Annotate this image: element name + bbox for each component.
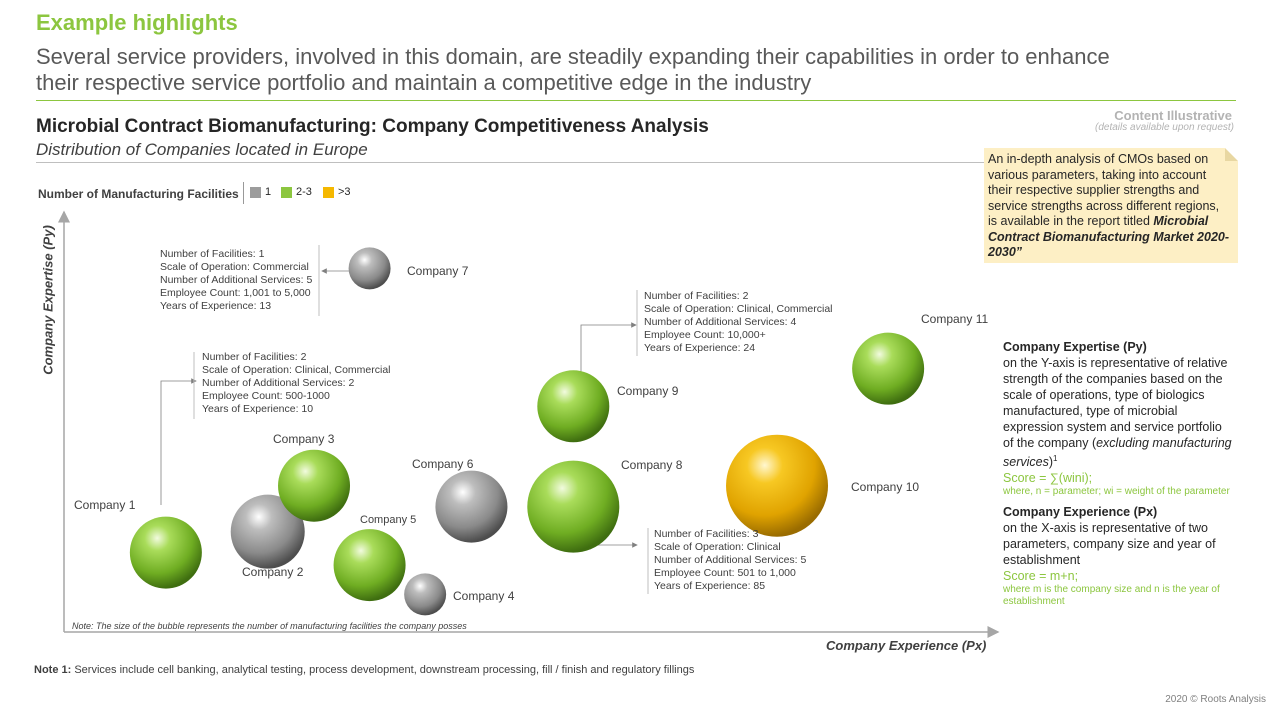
subtitle-line-1: Several service providers, involved in t… [36, 44, 1110, 69]
expertise-title: Company Expertise (Py) [1003, 340, 1147, 354]
annotation-connectors [160, 245, 649, 594]
legend-swatch-2-3 [281, 187, 292, 198]
company-label-9: Company 9 [617, 384, 679, 398]
report-callout: An in-depth analysis of CMOs based on va… [984, 148, 1238, 263]
expertise-footnote-ref: 1 [1053, 454, 1058, 463]
expertise-text: on the Y-axis is representative of relat… [1003, 356, 1228, 450]
legend-label-gt3: >3 [338, 186, 351, 198]
bubble-company-3 [278, 449, 351, 522]
company-label-4: Company 4 [453, 589, 515, 603]
expertise-explanation: Company Expertise (Py) on the Y-axis is … [1003, 339, 1235, 498]
legend-swatch-gt3 [323, 187, 334, 198]
detail-line: Number of Additional Services: 2 [202, 376, 355, 389]
detail-box-company-9: Number of Facilities: 2 Scale of Operati… [644, 290, 833, 355]
company-label-7: Company 7 [407, 264, 469, 278]
detail-line: Scale of Operation: Commercial [160, 260, 309, 273]
copyright: 2020 © Roots Analysis [1165, 694, 1266, 705]
bubble-company-9 [537, 370, 610, 443]
callout-fold-shadow [1225, 148, 1238, 161]
subtitle-line-2: their respective service portfolio and m… [36, 70, 812, 95]
detail-line: Number of Facilities: 1 [160, 248, 265, 260]
detail-box-company-7: Number of Facilities: 1 Scale of Operati… [160, 248, 312, 313]
bubble-company-8 [527, 460, 620, 553]
bubble-company-7 [348, 247, 391, 290]
highlight-title: Example highlights [36, 10, 238, 35]
company-label-1: Company 1 [74, 498, 136, 512]
legend-label-2-3: 2-3 [296, 186, 312, 198]
detail-line: Number of Additional Services: 5 [160, 273, 313, 286]
detail-line: Scale of Operation: Clinical, Commercial [644, 302, 833, 315]
experience-description: on the X-axis is representative of two p… [1003, 521, 1216, 567]
company-label-6: Company 6 [412, 457, 474, 471]
bubble-company-6 [435, 470, 508, 543]
detail-line: Scale of Operation: Clinical [654, 540, 781, 553]
footnote-label: Note 1: [34, 664, 72, 676]
expertise-score-where: where, n = parameter; wi = weight of the… [1003, 486, 1230, 498]
detail-box-company-1: Number of Facilities: 2 Scale of Operati… [202, 351, 391, 416]
expertise-score: Score = ∑(wini); [1003, 471, 1093, 486]
detail-box-company-8: Number of Facilities: 3 Scale of Operati… [654, 528, 806, 593]
detail-line: Years of Experience: 85 [654, 579, 766, 592]
bubble-company-1 [129, 516, 202, 589]
bubble-company-2 [230, 494, 305, 569]
detail-line: Years of Experience: 10 [202, 402, 314, 415]
expertise-close: ) [1048, 455, 1054, 470]
expertise-description: on the Y-axis is representative of relat… [1003, 355, 1235, 470]
company-label-5: Company 5 [360, 514, 417, 526]
x-axis-title: Company Experience (Px) [826, 638, 987, 653]
detail-line: Years of Experience: 13 [160, 299, 272, 312]
legend-separator [243, 182, 244, 204]
chart-subtitle: Distribution of Companies located in Eur… [36, 140, 368, 159]
content-illustrative-note: (details available upon request) [1095, 122, 1234, 133]
detail-line: Employee Count: 501 to 1,000 [654, 566, 796, 579]
detail-line: Employee Count: 500-1000 [202, 389, 330, 402]
bubble-company-11 [852, 332, 925, 405]
bubble-size-note: Note: The size of the bubble represents … [72, 621, 467, 631]
chart-title: Microbial Contract Biomanufacturing: Com… [36, 116, 709, 137]
experience-score: Score = m+n; [1003, 569, 1079, 583]
company-label-2: Company 2 [242, 565, 304, 579]
connector-company-9 [580, 322, 637, 372]
header-divider [36, 100, 1236, 101]
company-label-8: Company 8 [621, 458, 683, 472]
callout-report-title: Microbial Contract Biomanufacturing Mark… [988, 214, 1230, 259]
detail-line: Employee Count: 10,000+ [644, 328, 766, 341]
chart-title-divider [36, 162, 986, 163]
detail-line: Employee Count: 1,001 to 5,000 [160, 286, 311, 299]
experience-score-where: where m is the company size and n is the… [1003, 584, 1220, 607]
bubbles-layer [129, 247, 925, 616]
company-label-10: Company 10 [851, 480, 920, 494]
bubble-company-4 [404, 573, 447, 616]
detail-line: Scale of Operation: Clinical, Commercial [202, 363, 391, 376]
content-illustrative-label: Content Illustrative [1114, 108, 1232, 123]
detail-line: Number of Facilities: 3 [654, 528, 759, 540]
company-label-11: Company 11 [921, 312, 989, 326]
callout-text: An in-depth analysis of CMOs based on va… [988, 152, 1220, 228]
detail-line: Number of Facilities: 2 [644, 290, 749, 302]
experience-title: Company Experience (Px) [1003, 505, 1158, 519]
connector-company-1 [160, 378, 197, 505]
bubble-company-10 [726, 434, 829, 537]
legend-label-1: 1 [265, 186, 272, 198]
legend-title: Number of Manufacturing Facilities [38, 187, 239, 201]
detail-line: Number of Facilities: 2 [202, 351, 307, 363]
expertise-italic: excluding manufacturing services [1003, 436, 1232, 470]
company-label-3: Company 3 [273, 432, 335, 446]
bubble-company-5 [333, 529, 406, 602]
detail-line: Years of Experience: 24 [644, 341, 756, 354]
detail-line: Number of Additional Services: 4 [644, 315, 797, 328]
experience-explanation: Company Experience (Px) on the X-axis is… [1003, 504, 1235, 608]
legend-swatch-1 [250, 187, 261, 198]
footnote-text: Services include cell banking, analytica… [74, 664, 695, 676]
detail-line: Number of Additional Services: 5 [654, 553, 807, 566]
footnote: Note 1: Services include cell banking, a… [34, 664, 694, 676]
